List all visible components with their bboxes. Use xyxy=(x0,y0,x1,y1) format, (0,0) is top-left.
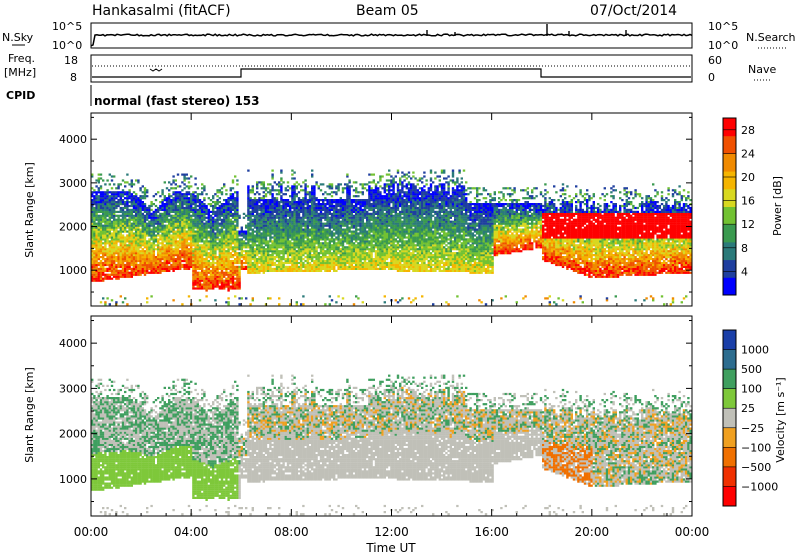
freq-left-tick-top: 18 xyxy=(64,54,78,67)
power-colorbar-tick: 28 xyxy=(741,124,755,137)
y-tick-label: 4000 xyxy=(59,133,87,146)
frequency-dip xyxy=(149,68,163,72)
velocity-panel: 1000 2000 3000 4000 Slant Range [km] xyxy=(23,315,693,517)
power-colorbar-frame xyxy=(722,117,737,296)
velocity-colorbar-swatches xyxy=(723,330,736,507)
velocity-colorbar-ticks: 1000 500 100 25 −25 −100 −500 −1000 xyxy=(723,344,778,493)
y-tick-label: 3000 xyxy=(59,177,87,190)
noise-right-label: N.Search xyxy=(746,31,796,44)
velocity-heatmap xyxy=(91,374,692,516)
velocity-colorbar-tick: 100 xyxy=(741,383,762,396)
noise-right-tick-top: 10^5 xyxy=(708,20,738,33)
power-panel: 1000 2000 3000 4000 Slant Range [km] xyxy=(23,112,693,307)
freq-right-label: Nave xyxy=(748,63,776,76)
noise-search-spikes xyxy=(426,24,627,36)
power-y-ticks: 1000 2000 3000 4000 xyxy=(59,116,692,293)
power-colorbar: 4 8 12 16 20 24 28 Power [dB] xyxy=(722,117,784,296)
noise-panel-frame xyxy=(90,22,693,49)
time-axis: 00:00 04:00 08:00 12:00 16:00 20:00 00:00 xyxy=(74,113,710,539)
velocity-y-axis-label: Slant Range [km] xyxy=(23,367,36,463)
power-heatmap xyxy=(91,169,692,306)
velocity-colorbar-tick: −1000 xyxy=(741,480,778,493)
noise-right-tick-bottom: 10^0 xyxy=(708,39,738,52)
freq-right-tick-top: 60 xyxy=(708,54,722,67)
cpid-label: CPID xyxy=(6,89,35,102)
x-tick-label: 00:00 xyxy=(74,525,109,539)
y-tick-label: 1000 xyxy=(59,473,87,486)
y-tick-label: 2000 xyxy=(59,221,87,234)
noise-left-label: N.Sky xyxy=(2,31,34,44)
x-tick-label: 20:00 xyxy=(575,525,610,539)
noise-sky-line xyxy=(90,33,693,47)
power-colorbar-swatches xyxy=(723,118,736,296)
power-colorbar-tick: 16 xyxy=(741,195,755,208)
velocity-colorbar: 1000 500 100 25 −25 −100 −500 −1000 Velocity [m… xyxy=(722,329,787,507)
velocity-colorbar-tick: 25 xyxy=(741,402,755,415)
x-tick-label: 12:00 xyxy=(374,525,409,539)
frequency-panel-frame xyxy=(90,54,693,83)
cpid-mode: normal (fast stereo) 153 xyxy=(94,94,260,108)
velocity-colorbar-tick: −500 xyxy=(741,461,771,474)
y-tick-label: 3000 xyxy=(59,382,87,395)
freq-left-tick-bottom: 8 xyxy=(70,71,77,84)
y-tick-label: 1000 xyxy=(59,264,87,277)
date-title: 07/Oct/2014 xyxy=(590,3,677,19)
velocity-colorbar-tick: −100 xyxy=(741,441,771,454)
velocity-colorbar-tick: 500 xyxy=(741,363,762,376)
power-colorbar-label: Power [dB] xyxy=(771,176,784,236)
x-tick-label: 04:00 xyxy=(174,525,209,539)
power-colorbar-ticks: 4 8 12 16 20 24 28 xyxy=(723,124,755,278)
noise-panel: N.Sky 10^5 10^0 10^5 10^0 N.Search xyxy=(2,20,796,52)
velocity-colorbar-label: Velocity [m s⁻¹] xyxy=(774,377,787,462)
freq-right-tick-bottom: 0 xyxy=(708,71,715,84)
power-colorbar-tick: 20 xyxy=(741,171,755,184)
power-y-axis-label: Slant Range [km] xyxy=(23,162,36,258)
noise-left-tick-top: 10^5 xyxy=(52,20,82,33)
frequency-panel: Freq. [MHz] 18 8 60 0 Nave xyxy=(4,52,776,84)
power-colorbar-tick: 12 xyxy=(741,218,755,231)
x-tick-label: 16:00 xyxy=(474,525,509,539)
velocity-colorbar-frame xyxy=(722,329,737,507)
velocity-colorbar-tick: 1000 xyxy=(741,344,769,357)
freq-left-label-1: Freq. xyxy=(8,52,35,65)
noise-left-tick-bottom: 10^0 xyxy=(52,39,82,52)
power-colorbar-tick: 4 xyxy=(741,265,748,278)
x-axis-title: Time UT xyxy=(365,541,416,554)
velocity-colorbar-tick: −25 xyxy=(741,422,764,435)
beam-title: Beam 05 xyxy=(356,3,419,19)
velocity-y-ticks: 1000 2000 3000 4000 xyxy=(59,320,692,503)
freq-left-label-2: [MHz] xyxy=(4,66,36,79)
x-tick-label: 08:00 xyxy=(274,525,309,539)
y-tick-label: 4000 xyxy=(59,337,87,350)
frequency-step-line xyxy=(92,68,691,78)
station-title: Hankasalmi (fitACF) xyxy=(92,3,231,19)
y-tick-label: 2000 xyxy=(59,428,87,441)
power-colorbar-tick: 24 xyxy=(741,147,755,160)
x-tick-label: 00:00 xyxy=(675,525,710,539)
power-colorbar-tick: 8 xyxy=(741,242,748,255)
